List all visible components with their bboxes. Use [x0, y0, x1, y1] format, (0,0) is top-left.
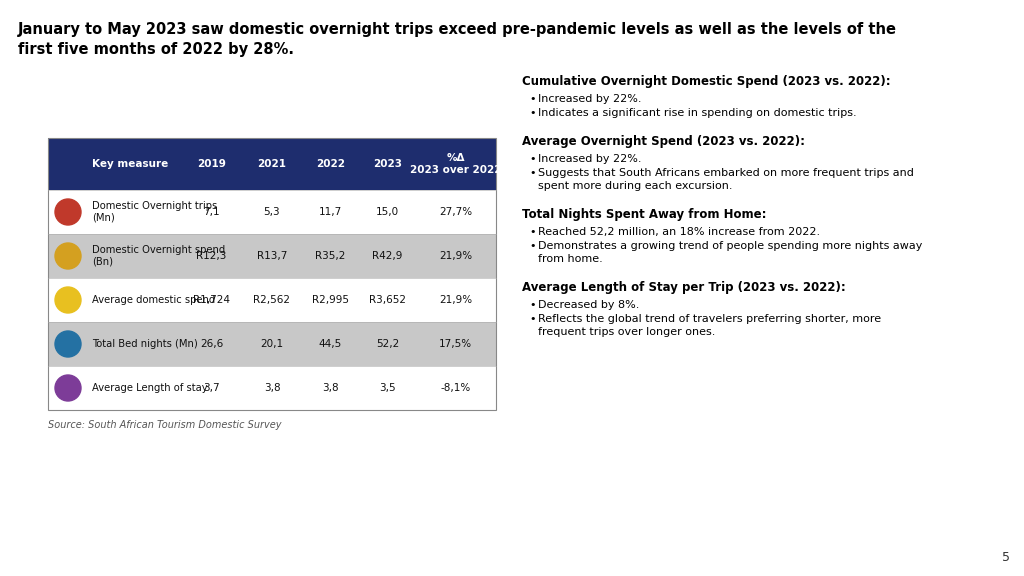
Text: Reflects the global trend of travelers preferring shorter, more: Reflects the global trend of travelers p…: [538, 314, 881, 324]
Text: Total Nights Spent Away from Home:: Total Nights Spent Away from Home:: [522, 208, 767, 221]
Text: -8,1%: -8,1%: [440, 383, 471, 393]
Text: Average Length of stay: Average Length of stay: [92, 383, 208, 393]
Text: Source: South African Tourism Domestic Survey: Source: South African Tourism Domestic S…: [48, 420, 282, 430]
Text: •: •: [529, 168, 536, 178]
Text: •: •: [529, 108, 536, 118]
Text: 2022: 2022: [315, 159, 345, 169]
Text: Decreased by 8%.: Decreased by 8%.: [538, 300, 639, 310]
Text: R42,9: R42,9: [372, 251, 402, 261]
Text: Reached 52,2 million, an 18% increase from 2022.: Reached 52,2 million, an 18% increase fr…: [538, 227, 820, 237]
Text: first five months of 2022 by 28%.: first five months of 2022 by 28%.: [18, 42, 294, 57]
Text: 26,6: 26,6: [200, 339, 223, 349]
Text: •: •: [529, 300, 536, 310]
Text: •: •: [529, 94, 536, 104]
Text: Increased by 22%.: Increased by 22%.: [538, 94, 641, 104]
Text: R2,562: R2,562: [254, 295, 291, 305]
Text: 21,9%: 21,9%: [439, 251, 472, 261]
Text: •: •: [529, 154, 536, 164]
Text: 11,7: 11,7: [318, 207, 342, 217]
Text: Average domestic spend: Average domestic spend: [92, 295, 215, 305]
Text: R12,3: R12,3: [197, 251, 226, 261]
Text: Key measure: Key measure: [92, 159, 168, 169]
Text: 20,1: 20,1: [260, 339, 284, 349]
FancyBboxPatch shape: [48, 278, 496, 322]
Circle shape: [55, 243, 81, 269]
Text: Demonstrates a growing trend of people spending more nights away: Demonstrates a growing trend of people s…: [538, 241, 923, 251]
Circle shape: [55, 375, 81, 401]
Text: 2023: 2023: [373, 159, 401, 169]
Text: Suggests that South Africans embarked on more frequent trips and: Suggests that South Africans embarked on…: [538, 168, 913, 178]
Text: •: •: [529, 241, 536, 251]
FancyBboxPatch shape: [48, 234, 496, 278]
Text: 3,8: 3,8: [322, 383, 339, 393]
Text: 3,7: 3,7: [203, 383, 220, 393]
Text: Average Length of Stay per Trip (2023 vs. 2022):: Average Length of Stay per Trip (2023 vs…: [522, 281, 846, 294]
Circle shape: [55, 287, 81, 313]
Text: 17,5%: 17,5%: [439, 339, 472, 349]
Text: %Δ
2023 over 2022: %Δ 2023 over 2022: [410, 153, 502, 175]
Text: 15,0: 15,0: [376, 207, 399, 217]
Text: Domestic Overnight spend
(Bn): Domestic Overnight spend (Bn): [92, 245, 225, 267]
Text: Increased by 22%.: Increased by 22%.: [538, 154, 641, 164]
Text: 3,8: 3,8: [264, 383, 281, 393]
Text: •: •: [529, 314, 536, 324]
Text: R35,2: R35,2: [315, 251, 345, 261]
FancyBboxPatch shape: [48, 190, 496, 234]
Text: 21,9%: 21,9%: [439, 295, 472, 305]
Text: R1,724: R1,724: [193, 295, 230, 305]
Text: 2019: 2019: [197, 159, 226, 169]
Circle shape: [55, 199, 81, 225]
Text: 44,5: 44,5: [318, 339, 342, 349]
Text: Average Overnight Spend (2023 vs. 2022):: Average Overnight Spend (2023 vs. 2022):: [522, 135, 805, 148]
Text: Total Bed nights (Mn): Total Bed nights (Mn): [92, 339, 198, 349]
Text: Domestic Overnight trips
(Mn): Domestic Overnight trips (Mn): [92, 201, 217, 223]
Text: spent more during each excursion.: spent more during each excursion.: [538, 181, 732, 191]
FancyBboxPatch shape: [48, 138, 496, 190]
Text: January to May 2023 saw domestic overnight trips exceed pre-pandemic levels as w: January to May 2023 saw domestic overnig…: [18, 22, 897, 37]
Text: from home.: from home.: [538, 254, 603, 264]
Text: 5: 5: [1002, 551, 1010, 564]
Text: Indicates a significant rise in spending on domestic trips.: Indicates a significant rise in spending…: [538, 108, 857, 118]
FancyBboxPatch shape: [48, 366, 496, 410]
Text: 2021: 2021: [257, 159, 287, 169]
Text: 27,7%: 27,7%: [439, 207, 472, 217]
Text: Cumulative Overnight Domestic Spend (2023 vs. 2022):: Cumulative Overnight Domestic Spend (202…: [522, 75, 891, 88]
Text: 5,3: 5,3: [264, 207, 281, 217]
Text: 7,1: 7,1: [203, 207, 220, 217]
Text: 3,5: 3,5: [379, 383, 395, 393]
Text: R2,995: R2,995: [311, 295, 349, 305]
Text: frequent trips over longer ones.: frequent trips over longer ones.: [538, 327, 716, 337]
FancyBboxPatch shape: [48, 322, 496, 366]
Text: R13,7: R13,7: [257, 251, 287, 261]
Circle shape: [55, 331, 81, 357]
Text: 52,2: 52,2: [376, 339, 399, 349]
Text: •: •: [529, 227, 536, 237]
Text: R3,652: R3,652: [369, 295, 406, 305]
